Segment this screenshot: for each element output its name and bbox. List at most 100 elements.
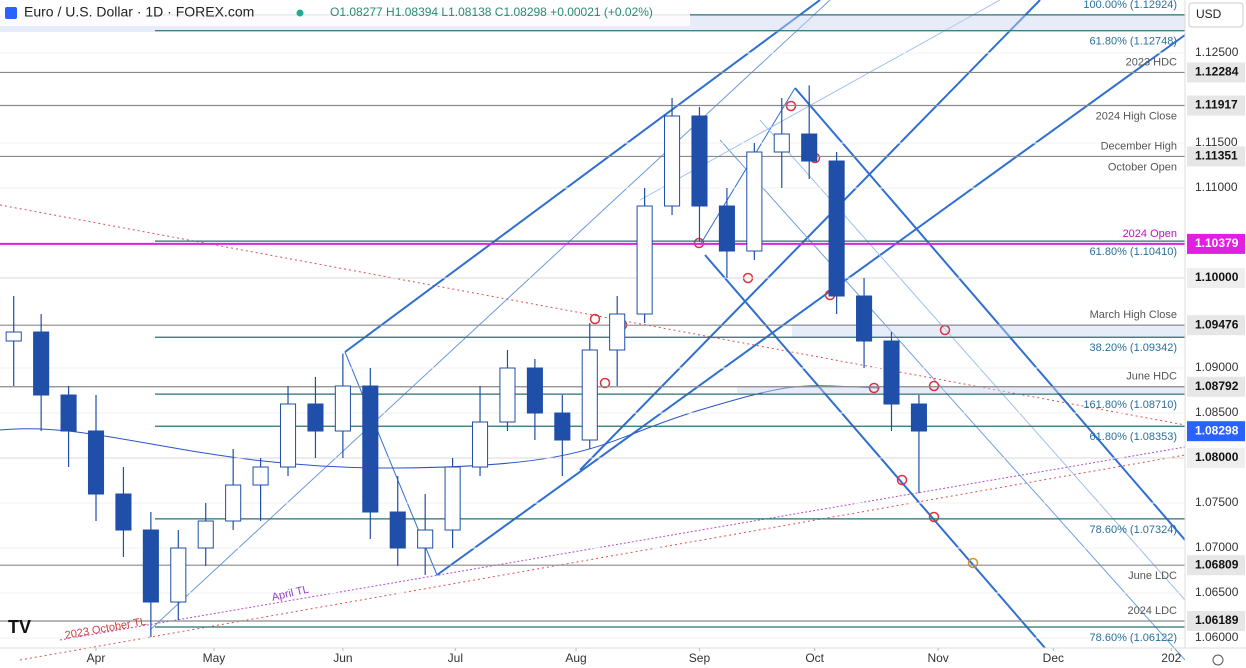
level-label: October Open [1108,161,1177,173]
price-tag-label: 1.09476 [1195,317,1239,331]
price-tag-label: 1.10000 [1195,270,1239,284]
candle-body [362,385,379,513]
candle-body [801,133,818,162]
candle-body [307,403,324,432]
y-tick-label: 1.11500 [1195,135,1238,149]
x-tick-label: Sep [689,651,711,665]
candle-body [33,331,50,396]
candle-body [554,412,571,441]
level-label: 61.80% (1.08353) [1090,431,1177,443]
price-tag-label: 1.10379 [1195,236,1239,250]
level-label: 2024 High Close [1096,110,1177,122]
level-label: June HDC [1126,371,1177,383]
level-label: 78.60% (1.07324) [1090,524,1177,536]
x-tick-label: Jun [333,651,352,665]
candle-body [142,529,159,603]
candle-body [856,295,873,342]
level-label: March High Close [1090,309,1177,321]
trendline [19,454,1186,661]
candle-body [746,151,763,252]
level-label: 161.80% (1.08710) [1083,399,1177,411]
y-tick-label: 1.06500 [1195,585,1239,599]
candle-body [115,493,132,531]
candle-body [718,205,735,252]
candle-body [279,403,297,468]
x-tick-label: Oct [805,651,824,665]
candle-body [444,466,461,531]
candle-body [499,367,516,423]
channel-line [794,87,1186,541]
price-tag-label: 1.08000 [1195,450,1239,464]
candle-body [883,340,900,405]
candle-body [636,205,653,315]
x-tick-label: Apr [87,651,106,665]
channel-line [719,139,1186,661]
candle-body [60,394,77,432]
y-tick-label: 1.07000 [1195,540,1239,554]
candle-body [170,547,187,603]
candle-body [5,331,22,342]
price-tag-label: 1.08298 [1195,423,1239,437]
x-tick-label: Dec [1043,651,1064,665]
candle-body [252,466,269,486]
pivot-marker [599,377,611,389]
settings-icon[interactable] [1212,654,1224,666]
candle-body [334,385,351,432]
price-tag [1187,611,1245,631]
candle-body [225,484,242,522]
axes: 1.12500 1.11500 1.11000 1.09000 1.08500 1.075… [87,45,1245,665]
price-tag [1187,233,1245,254]
y-tick-label: 1.11000 [1195,180,1238,194]
currency-label: USD [1196,7,1222,21]
zone [737,386,1185,393]
currency-button[interactable] [1188,2,1244,28]
price-tag [1187,95,1245,116]
candle-body [773,133,790,153]
price-tag-label: 1.12284 [1195,65,1239,79]
candle-body [471,421,489,468]
candle-body [417,529,434,549]
pivot-marker [868,382,880,394]
candle-body [526,367,543,414]
x-tick-label: 202 [1161,651,1181,665]
level-label: 2024 LDC [1127,605,1177,617]
price-tag-label: 1.06809 [1195,557,1239,571]
level-label: 100.00% (1.12924) [1083,0,1177,11]
candle-body [828,160,845,297]
x-tick-label: Jul [448,651,463,665]
x-tick-label: May [203,651,226,665]
price-tag-label: 1.11917 [1195,98,1238,112]
channel-line [344,0,821,353]
price-tag [1187,268,1245,289]
candle-body [910,403,927,432]
level-label: 2023 HDC [1126,56,1177,68]
status-dot [296,9,304,17]
logo: TV [8,617,31,637]
y-tick-label: 1.08500 [1195,405,1239,419]
pivot-marker [896,474,908,486]
level-label: 61.80% (1.10410) [1090,246,1177,258]
price-tag [1187,376,1245,397]
price-tag-label: 1.08792 [1195,379,1239,393]
level-label: December High [1101,140,1177,152]
candle-body [664,115,681,207]
channel-line [704,254,1046,649]
zone [792,324,1185,337]
channel-line [436,34,1186,576]
price-tag [1187,146,1245,167]
candle-body [87,430,105,495]
x-tick-label: Nov [927,651,948,665]
candle-body [691,115,708,207]
candles [5,85,927,638]
level-label: 2024 Open [1123,228,1177,240]
price-tag [1187,62,1245,83]
level-label: 78.60% (1.06122) [1090,632,1177,644]
y-tick-label: 1.06000 [1195,630,1239,644]
ohlc-header: O1.08277 H1.08394 L1.08138 C1.08298 +0.0… [330,5,653,19]
y-tick-label: 1.09000 [1195,360,1239,374]
moving-average [0,385,881,469]
header-bg [0,0,690,26]
price-tag-label: 1.06189 [1195,613,1239,627]
level-label: June LDC [1128,570,1177,582]
